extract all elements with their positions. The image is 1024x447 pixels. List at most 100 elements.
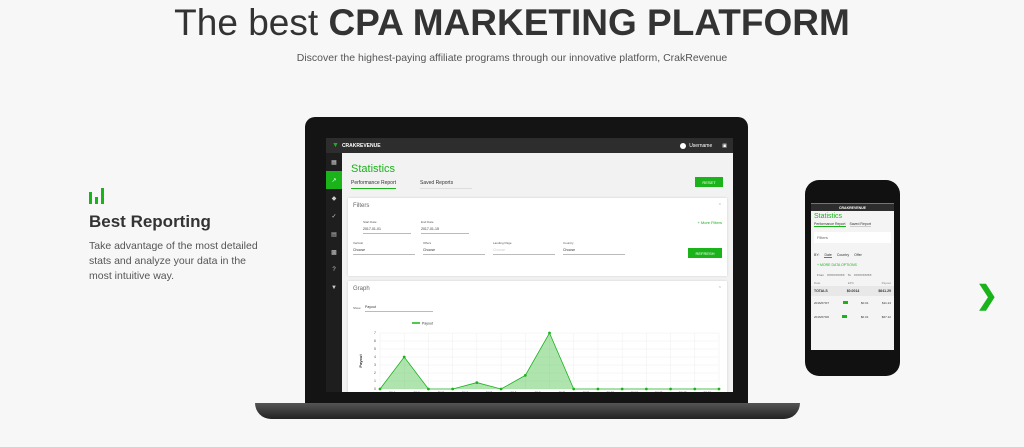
y-tick-label: 5 [374,347,376,351]
vertical-select[interactable]: Choose [353,248,415,255]
y-axis-label: Payout [358,354,363,368]
totals-row: TOTALS $0.0014 $641.29 [811,286,894,296]
logo-icon: ▼ [332,142,339,149]
landing-page-select[interactable]: Choose [493,248,555,255]
app-screen: ▼ CRAKREVENUE Username ▣ ▦ ↗ ◆ ✓ ▤ ▩ ? ▼… [326,138,733,392]
payout-chart: 0 1 2 3 4 5 6 7 Jan 1 Jan 2 Jan 3 Jan 4 Jan 5 Jan 6 Ja… [358,321,721,392]
end-date-label: End Date [421,220,434,224]
from-label: From [817,273,824,277]
x-tick-label: Jan 11 [631,391,639,392]
to-field[interactable]: XXXX/XX/XX [853,273,872,277]
phone-brand: CRAKREVENUE [838,205,867,210]
feature-description: Take advantage of the most detailed stat… [89,240,258,282]
phone-tab-performance[interactable]: Performance Report [814,222,846,227]
x-tick-label: Jan 14 [703,391,711,392]
group-country[interactable]: Country [836,253,850,257]
page-title: Statistics [351,163,396,175]
col-payout: Payout [881,281,891,285]
col-epc: EPC [847,281,855,285]
phone-topbar: CRAKREVENUE [811,203,894,211]
bar-chart-icon [89,188,104,204]
start-date-label: Start Date [363,220,377,224]
show-select[interactable]: Payout [365,305,433,312]
y-tick-label: 7 [374,331,376,335]
legend-label: Payout [422,321,433,325]
refresh-button[interactable]: REFRESH [688,248,722,258]
data-point [572,387,576,391]
hero-title: The best CPA MARKETING PLATFORM [174,2,850,43]
username[interactable]: Username [689,142,713,149]
hero-subtitle: Discover the highest-paying affiliate pr… [296,52,728,64]
data-point [451,387,455,391]
help-icon[interactable]: ? [332,267,336,273]
x-tick-label: Jan 13 [679,391,687,392]
x-tick-label: Jan 8 [559,391,566,392]
data-point [402,355,406,359]
stats-icon[interactable]: ↗ [326,171,342,189]
data-point [669,387,672,391]
y-tick-label: 6 [374,339,376,343]
contact-icon[interactable]: ▩ [331,249,337,256]
landing-page-label: Landing Page [493,241,512,245]
from-field[interactable]: XXXX/XX/XX [827,273,845,277]
show-label: Show [353,306,361,310]
table-row: 2016/07/07 $0.01 $11.24 [814,301,891,305]
x-tick-label: Jan 9 [583,391,590,392]
group-date[interactable]: Date [824,253,832,258]
graph-title: Graph [353,286,370,292]
logout-icon[interactable]: ▣ [722,142,727,149]
bank-icon[interactable]: ▤ [331,231,337,238]
more-data-options[interactable]: + MORE DATA OPTIONS [817,263,857,267]
sidebar: ▦ ↗ ◆ ✓ ▤ ▩ ? ▼ [326,153,342,392]
group-offer[interactable]: Offer [854,253,862,257]
data-point [378,387,382,391]
collapse-icon[interactable]: ⌃ [717,203,722,209]
laptop-base [255,403,800,419]
end-date-field[interactable]: 2017-01-15 [421,227,469,234]
data-point [693,387,697,391]
x-tick-label: Jan 4 [462,391,469,392]
tag-icon[interactable]: ◆ [331,195,337,202]
country-select[interactable]: Choose [563,248,625,255]
check-icon[interactable]: ✓ [331,213,337,220]
y-tick-label: 1 [374,379,376,383]
collapse-graph-icon[interactable]: ⌃ [717,286,722,292]
x-tick-label: Jan 12 [655,391,663,392]
x-tick-label: Jan 5 [486,391,493,392]
tab-saved-reports[interactable]: Saved Reports [420,180,472,189]
chevron-right-icon[interactable]: ❯ [976,280,998,310]
phone-tab-saved[interactable]: Saved Report [849,222,871,227]
offers-select[interactable]: Choose [423,248,485,255]
to-label: To [847,273,851,277]
tab-performance-report[interactable]: Performance Report [351,180,397,189]
dashboard-icon[interactable]: ▦ [331,159,337,166]
start-date-field[interactable]: 2017-01-01 [363,227,411,234]
x-tick-label: Jan 3 [437,391,444,392]
country-label: Country [563,241,574,245]
table-row: 2016/07/06 $0.01 $67.12 [814,315,891,319]
app-topbar: ▼ CRAKREVENUE Username ▣ [326,138,733,153]
vertical-label: Vertical [353,241,363,245]
avatar[interactable] [680,142,687,149]
phone-screen: CRAKREVENUE Statistics Performance Repor… [811,203,894,350]
x-tick-label: Jan 6 [510,391,517,392]
reset-button[interactable]: RESET [695,177,723,187]
y-tick-label: 3 [374,363,376,367]
more-filters-link[interactable]: + More Filters [697,220,722,225]
by-label: BY: [814,253,820,257]
graph-card: Graph ⌃ Show Payout 0 1 2 3 4 5 6 7 Jan 1 Jan 2 Ja… [348,281,727,392]
data-point [523,374,527,377]
payout-area [380,333,719,389]
phone-filters[interactable]: Filters [814,232,891,243]
offers-label: Offers [423,241,432,245]
crak-icon[interactable]: ▼ [331,285,337,291]
data-point [717,387,721,391]
data-point [427,387,430,391]
brand: CRAKREVENUE [341,142,381,149]
data-point [644,387,648,391]
data-point [475,381,479,384]
filters-title: Filters [353,203,370,209]
y-tick-label: 4 [374,355,376,359]
feature-title: Best Reporting [89,212,211,231]
x-tick-label: Jan 7 [534,391,541,392]
